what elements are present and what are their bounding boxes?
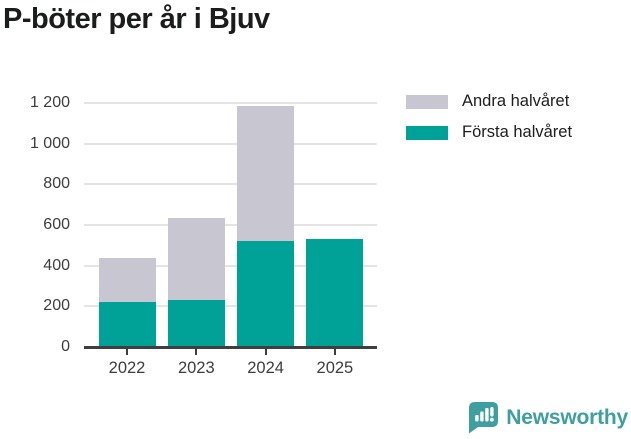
gridline-y-600 (84, 224, 377, 226)
legend-item-andra-halvaret: Andra halvåret (406, 92, 572, 111)
y-axis-tick-label: 1 200 (29, 94, 70, 111)
bar-2024 (237, 103, 295, 347)
y-axis-tick-label: 600 (43, 216, 70, 233)
x-axis-tick-label-2024: 2024 (247, 359, 284, 377)
legend-label: Andra halvåret (462, 92, 570, 110)
legend-swatch-andra (406, 94, 448, 109)
plot-area: 0 200 400 600 800 1 000 1 200 2022 2023 2024 2025 (30, 94, 377, 377)
bar-2023 (167, 103, 225, 347)
bar-2025 (306, 103, 364, 347)
bar-2022 (98, 103, 156, 347)
x-axis-tick (195, 348, 198, 355)
legend: Andra halvåret Första halvåret (406, 92, 572, 142)
y-axis-tick-label: 1 000 (29, 134, 70, 152)
bar-segment-2022-första (98, 302, 156, 347)
gridline-y-200 (84, 305, 377, 308)
legend-swatch-forsta (406, 125, 448, 140)
gridline-y-1000 (84, 142, 377, 145)
gridline-y-1200 (84, 102, 377, 104)
x-axis-tick (333, 348, 336, 355)
y-axis-tick-label: 0 (61, 338, 70, 355)
y-axis-tick-label: 200 (43, 297, 70, 315)
newsworthy-bar-chart-bubble-icon (468, 401, 499, 434)
brand-name: Newsworthy (506, 405, 628, 429)
bar-segment-2024-första (237, 241, 295, 347)
chart-title: P-böter per år i Bjuv (3, 3, 270, 35)
gridline-y-400 (84, 264, 377, 267)
x-axis-tick-label-2023: 2023 (177, 359, 215, 377)
bar-segment-2022-andra (98, 257, 156, 303)
legend-item-forsta-halvaret: Första halvåret (406, 123, 572, 142)
x-axis-tick-label-2022: 2022 (108, 359, 146, 377)
bar-segment-2024-andra (237, 106, 295, 242)
bar-segment-2023-andra (167, 217, 225, 301)
x-axis-line (84, 346, 377, 349)
y-axis-tick-label: 800 (43, 175, 70, 193)
y-axis-tick-label: 400 (43, 256, 70, 274)
x-axis-tick-label-2025: 2025 (316, 359, 354, 377)
x-axis-tick (264, 348, 267, 355)
bar-segment-2025-första (306, 239, 364, 347)
x-axis-tick (126, 348, 128, 355)
bar-segment-2023-första (167, 300, 225, 347)
newsworthy-brand-link[interactable]: Newsworthy (468, 401, 628, 434)
legend-label: Första halvåret (462, 123, 573, 141)
gridline-y-800 (84, 183, 377, 186)
